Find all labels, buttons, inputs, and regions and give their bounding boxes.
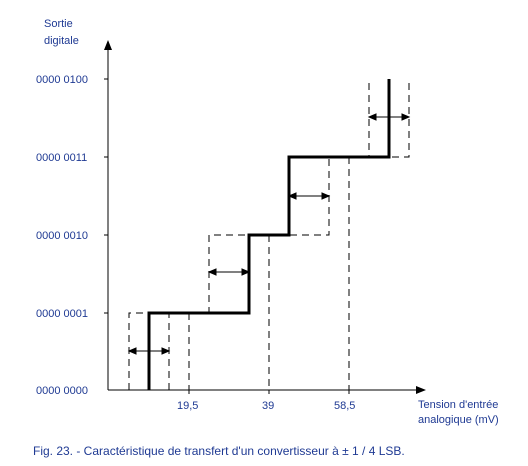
tolerance-arrow [207, 268, 251, 276]
figure-caption: Fig. 23. - Caractéristique de transfert … [33, 444, 405, 458]
y-axis-title-line2: digitale [44, 35, 79, 47]
x-tick-label: 58,5 [334, 400, 355, 412]
x-axis-arrowhead [416, 386, 426, 394]
tolerance-arrows [127, 113, 411, 355]
y-code-label: 0000 0011 [36, 152, 87, 164]
y-code-label: 0000 0010 [36, 230, 88, 242]
tolerance-arrow [367, 113, 411, 121]
y-code-label: 0000 0001 [36, 308, 88, 320]
axes [104, 40, 426, 394]
y-axis-arrowhead [104, 40, 112, 50]
y-axis-title-line1: Sortie [44, 18, 73, 30]
tolerance-arrow [127, 347, 171, 355]
x-tick-label: 39 [262, 400, 274, 412]
tolerance-arrow [287, 192, 331, 200]
x-axis-title-line1: Tension d'entrée [418, 399, 498, 411]
actual-transfer-staircase [147, 79, 391, 390]
y-code-label: 0000 0100 [36, 74, 88, 86]
y-code-label: 0000 0000 [36, 385, 88, 397]
x-axis-title-line2: analogique (mV) [418, 414, 499, 426]
x-tick-label: 19,5 [177, 400, 198, 412]
